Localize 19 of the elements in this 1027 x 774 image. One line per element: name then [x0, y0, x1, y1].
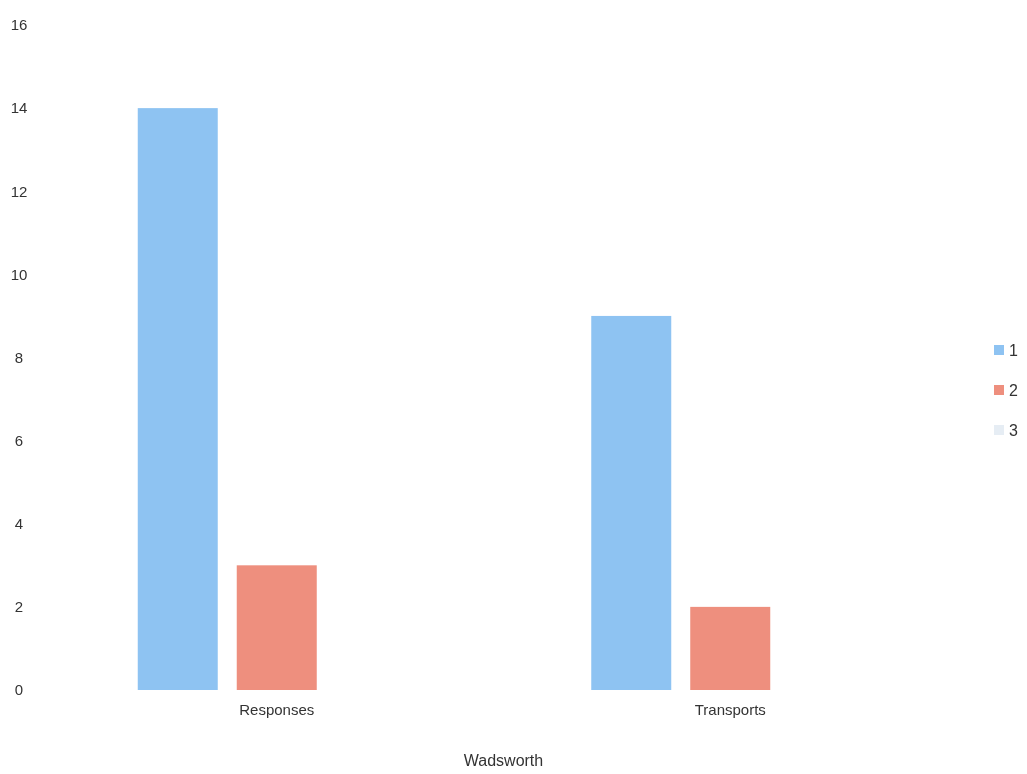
- legend-label: 1: [1009, 342, 1018, 359]
- legend-label: 3: [1009, 422, 1018, 439]
- bar: [591, 315, 672, 690]
- bar: [137, 108, 218, 690]
- y-tick-label: 16: [10, 16, 28, 34]
- y-tick-label: 10: [10, 265, 28, 283]
- y-tick-label: 2: [14, 598, 24, 616]
- legend-label: 2: [1009, 382, 1018, 399]
- x-tick-label: Responses: [239, 701, 315, 718]
- x-axis-title: Wadsworth: [463, 752, 544, 769]
- y-tick-label: 14: [10, 99, 28, 117]
- x-tick-label: Transports: [694, 701, 766, 718]
- y-tick-label: 0: [14, 681, 24, 699]
- y-tick-label: 6: [14, 431, 24, 449]
- bar: [690, 606, 771, 690]
- y-tick-label: 8: [14, 348, 24, 366]
- y-tick-label: 4: [14, 515, 24, 533]
- bar: [236, 565, 317, 690]
- y-tick-label: 12: [10, 182, 28, 200]
